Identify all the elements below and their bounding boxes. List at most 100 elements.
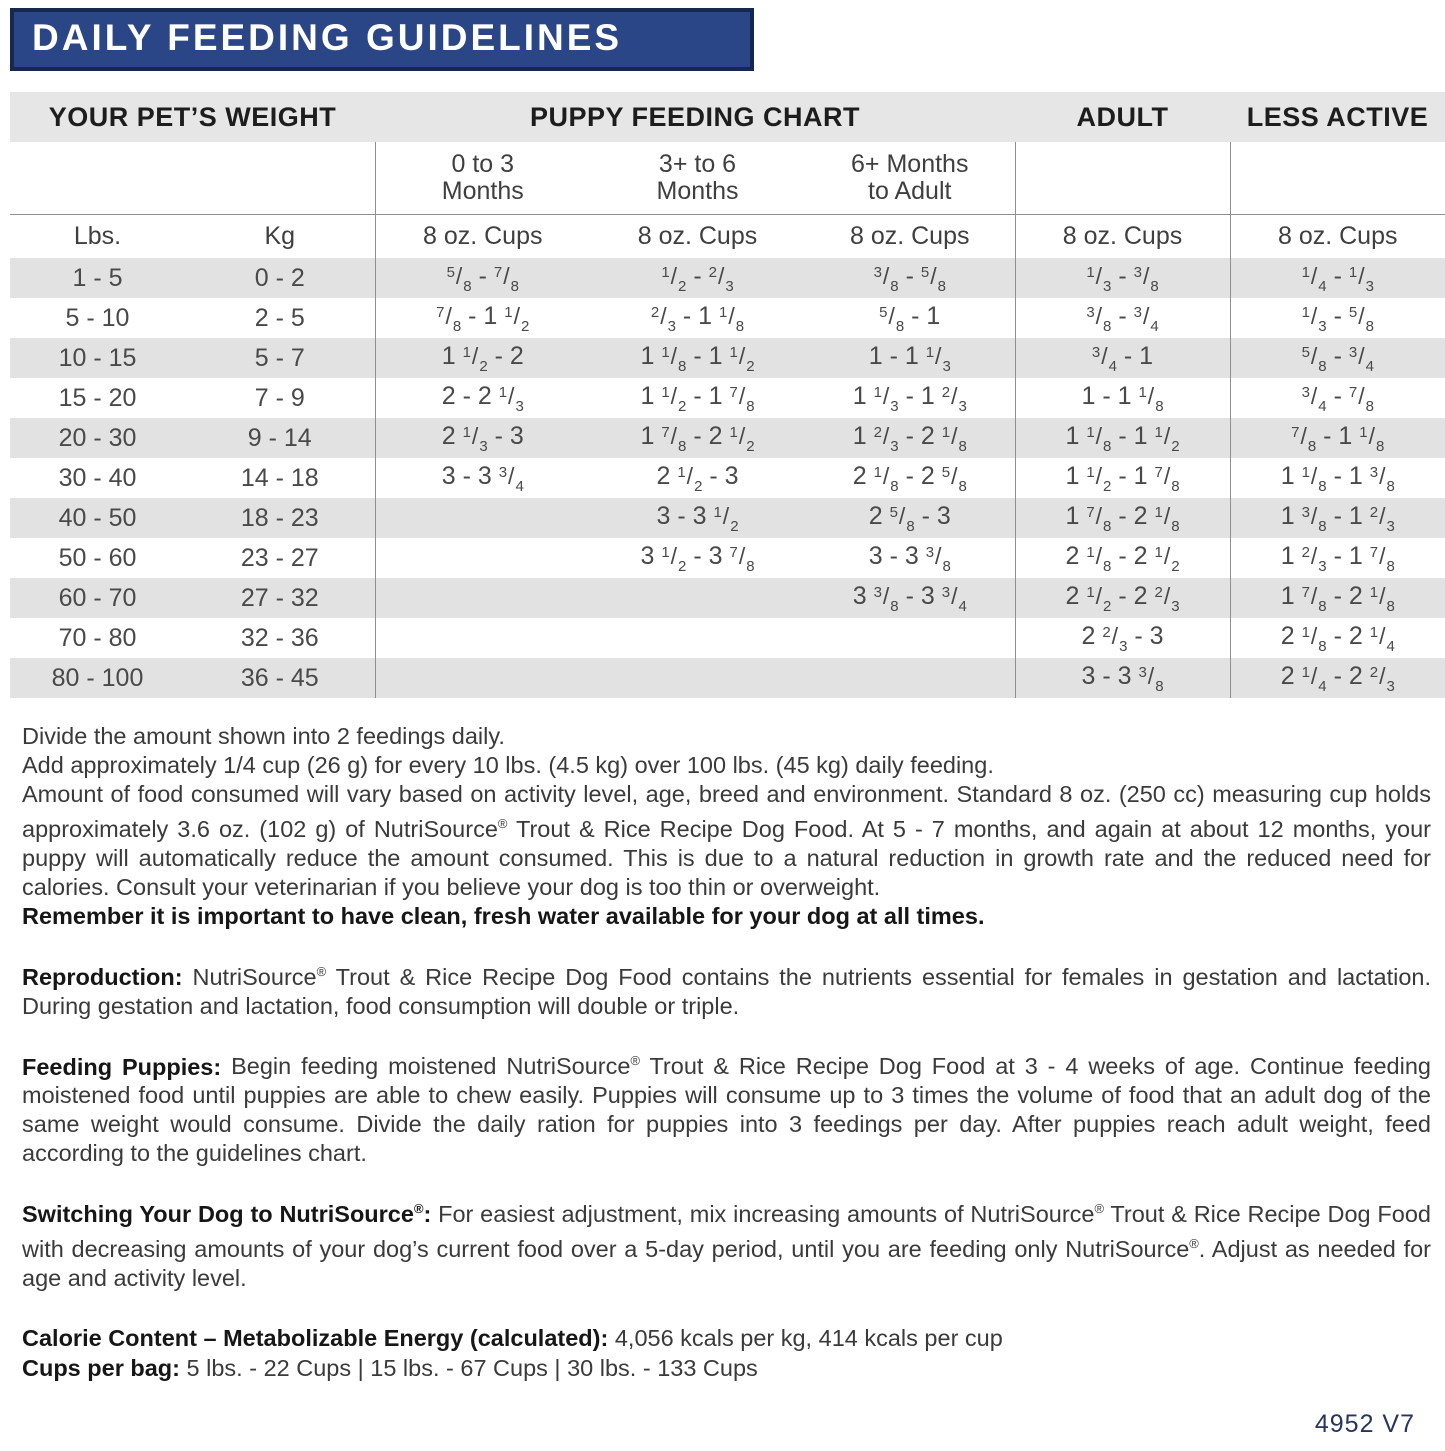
cups-amount-cell: 1 3/8 - 1 2/3 [1229, 498, 1445, 538]
subheader-6-months-to-adult: 6+ Months to Adult [805, 142, 1015, 215]
cups-amount-cell [805, 658, 1015, 698]
cups-amount-cell: 3 - 3 3/4 [374, 458, 590, 498]
feeding-guidelines-label: DAILY FEEDING GUIDELINES YOUR PET’S WEIG… [0, 8, 1445, 1451]
cups-amount-cell: 1 1/2 - 1 7/8 [1014, 458, 1230, 498]
section-text: Begin feeding moistened NutriSource® Tro… [22, 1053, 1431, 1167]
note-line: Divide the amount shown into 2 feedings … [22, 723, 505, 749]
cups-amount-cell: 3 3/8 - 3 3/4 [805, 578, 1015, 618]
table-group-header-row: YOUR PET’S WEIGHT PUPPY FEEDING CHART AD… [10, 92, 1445, 142]
weight-kg-cell: 18 - 23 [185, 498, 375, 538]
cups-amount-cell [374, 578, 590, 618]
weight-lbs-cell: 5 - 10 [65, 303, 130, 332]
weight-kg-cell: 2 - 5 [254, 303, 305, 332]
cups-amount-cell: 7/8 - 1 1/8 [1229, 418, 1445, 458]
cups-amount-cell: 5/8 - 3/4 [1229, 338, 1445, 378]
cups-amount-cell: 1 - 1 1/8 [1014, 378, 1230, 418]
cups-amount-cell: 2 - 2 1/3 [374, 378, 590, 418]
cups-amount-cell: 1 7/8 - 2 1/8 [1229, 578, 1445, 618]
cups-amount-cell: 3 - 3 1/2 [590, 498, 805, 538]
section-reproduction: Reproduction: NutriSource® Trout & Rice … [22, 957, 1431, 1021]
cups-amount-cell: 2 1/2 - 2 2/3 [1014, 578, 1230, 618]
cups-amount-cell: 1 1/2 - 1 7/8 [640, 381, 755, 415]
cups-amount-cell: 1 1/3 - 1 2/3 [852, 381, 967, 415]
subheader-3-to-6-months: 3+ to 6 Months [590, 142, 805, 215]
cups-amount-cell: 1 2/3 - 1 7/8 [1229, 538, 1445, 578]
cups-amount-cell: 1/3 - 5/8 [1229, 298, 1445, 338]
section-text: NutriSource® Trout & Rice Recipe Dog Foo… [22, 963, 1432, 1019]
weight-kg-cell: 32 - 36 [240, 623, 319, 652]
cups-label: Cups per bag: [22, 1355, 180, 1382]
weight-lbs-cell: 80 - 100 [10, 658, 185, 698]
cups-amount-cell: 1 1/2 - 2 [374, 338, 590, 378]
table-row: 5 - 10 2 - 5 7/8 - 1 1/2 2/3 - 1 1/8 5/8 - 1… [10, 298, 1445, 338]
subheader-empty [1229, 142, 1445, 215]
cups-amount-cell [374, 538, 590, 578]
header-less-active: LESS ACTIVE [1230, 92, 1445, 142]
unit-kg: Kg [264, 222, 296, 250]
cups-amount-cell: 3/4 - 1 [1014, 338, 1230, 378]
weight-lbs-cell: 20 - 30 [10, 418, 185, 458]
cups-value: 5 lbs. - 22 Cups | 15 lbs. - 67 Cups | 3… [179, 1355, 758, 1382]
cups-amount-cell: 1 2/3 - 2 1/8 [805, 418, 1015, 458]
feeding-notes: Divide the amount shown into 2 feedings … [22, 722, 1431, 931]
weight-lbs-cell: 15 - 20 [58, 383, 137, 412]
calorie-line: Calorie Content – Metabolizable Energy (… [22, 1323, 1431, 1353]
cups-amount-cell: 2 1/2 - 3 [656, 461, 739, 495]
table-row: 30 - 40 14 - 18 3 - 3 3/4 2 1/2 - 3 2 1/8 - … [10, 458, 1445, 498]
cups-amount-cell: 2 2/3 - 3 [1014, 618, 1230, 658]
weight-kg-cell: 36 - 45 [185, 658, 375, 698]
weight-kg-cell: 5 - 7 [185, 338, 375, 378]
feeding-table: YOUR PET’S WEIGHT PUPPY FEEDING CHART AD… [10, 92, 1445, 698]
weight-lbs-cell: 1 - 5 [10, 258, 185, 298]
weight-lbs-cell: 30 - 40 [58, 463, 137, 492]
cups-amount-cell: 1 1/8 - 1 1/2 [1014, 418, 1230, 458]
table-row: 60 - 70 27 - 32 3 3/8 - 3 3/4 2 1/2 - 2 2/3… [10, 578, 1445, 618]
unit-lbs: Lbs. [73, 222, 122, 250]
table-row: 50 - 60 23 - 27 3 1/2 - 3 7/8 3 - 3 3/8 2 1/… [10, 538, 1445, 578]
subheader-0-to-3-months: 0 to 3 Months [374, 142, 590, 215]
unit-cups: 8 oz. Cups [374, 214, 590, 258]
cups-amount-cell: 1/3 - 3/8 [1014, 258, 1230, 298]
header-adult: ADULT [1015, 92, 1230, 142]
cups-amount-cell [805, 618, 1015, 658]
unit-cups: 8 oz. Cups [1229, 214, 1445, 258]
unit-cups: 8 oz. Cups [637, 222, 758, 250]
cups-amount-cell [374, 658, 590, 698]
page-title: DAILY FEEDING GUIDELINES [10, 8, 754, 71]
cups-amount-cell: 2 1/4 - 2 2/3 [1229, 658, 1445, 698]
cups-amount-cell: 2/3 - 1 1/8 [650, 301, 745, 335]
cups-amount-cell: 3 1/2 - 3 7/8 [640, 541, 755, 575]
cups-amount-cell [590, 618, 805, 658]
table-row: 15 - 20 7 - 9 2 - 2 1/3 1 1/2 - 1 7/8 1 1/3 … [10, 378, 1445, 418]
weight-lbs-cell: 60 - 70 [10, 578, 185, 618]
cups-amount-cell: 2 5/8 - 3 [805, 498, 1015, 538]
label-version-code: 4952 V7 [1314, 1410, 1415, 1438]
unit-cups: 8 oz. Cups [1014, 214, 1230, 258]
weight-lbs-cell: 10 - 15 [10, 338, 185, 378]
cups-amount-cell: 1/4 - 1/3 [1229, 258, 1445, 298]
cups-amount-cell [590, 658, 805, 698]
cups-amount-cell: 1 1/8 - 1 1/2 [590, 338, 805, 378]
cups-amount-cell: 2 1/8 - 2 1/4 [1229, 618, 1445, 658]
cups-per-bag-line: Cups per bag: 5 lbs. - 22 Cups | 15 lbs.… [22, 1353, 1431, 1383]
calorie-value: 4,056 kcals per kg, 414 kcals per cup [608, 1325, 1003, 1352]
subheader-empty [1014, 142, 1230, 215]
section-switching: Switching Your Dog to NutriSource®: For … [22, 1194, 1431, 1293]
section-label: Reproduction: [22, 963, 183, 990]
cups-amount-cell: 3/8 - 3/4 [1014, 298, 1230, 338]
cups-amount-cell: 3 - 3 3/8 [1014, 658, 1230, 698]
calorie-content-block: Calorie Content – Metabolizable Energy (… [22, 1323, 1431, 1383]
note-line: Add approximately 1/4 cup (26 g) for eve… [22, 752, 994, 778]
weight-kg-cell: 0 - 2 [185, 258, 375, 298]
cups-amount-cell: 5/8 - 7/8 [374, 258, 590, 298]
cups-amount-cell: 1 - 1 1/3 [805, 338, 1015, 378]
unit-cups: 8 oz. Cups [849, 222, 970, 250]
cups-amount-cell: 5/8 - 1 [879, 301, 941, 335]
table-units-row: Lbs. Kg 8 oz. Cups 8 oz. Cups 8 oz. Cups… [10, 214, 1445, 258]
